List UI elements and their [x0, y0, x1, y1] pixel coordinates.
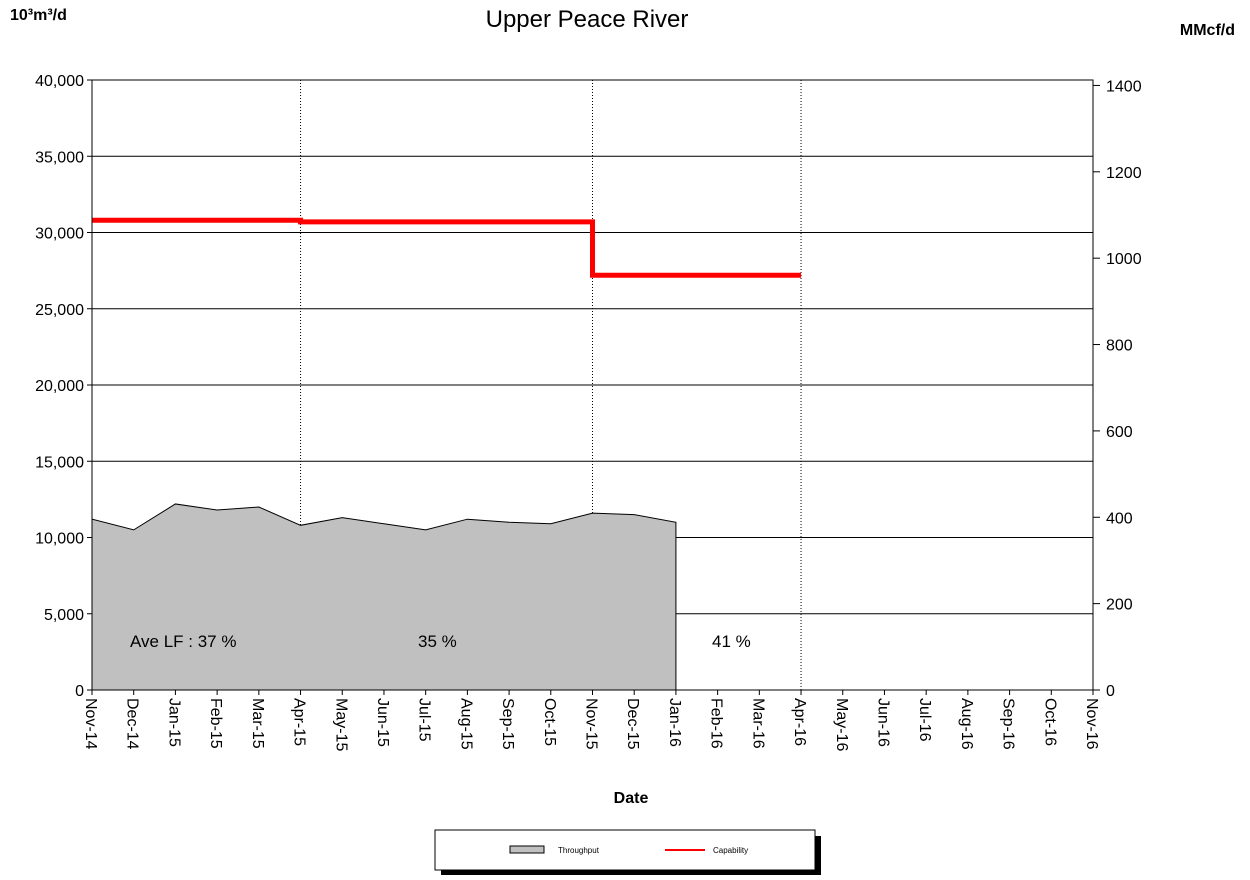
y2-tick-label: 1200 [1106, 165, 1142, 182]
y2-tick-label: 1400 [1106, 78, 1142, 95]
x-tick-label: Jan-15 [165, 698, 182, 747]
y2-tick-label: 1000 [1106, 251, 1142, 268]
x-tick-label: Dec-14 [124, 698, 141, 750]
y2-tick-label: 0 [1106, 683, 1115, 700]
x-tick-label: Jan-16 [666, 698, 683, 747]
x-tick-label: Apr-15 [291, 698, 308, 746]
x-tick-label: May-16 [833, 698, 850, 751]
x-tick-label: Aug-15 [457, 698, 474, 750]
x-tick-label: Aug-16 [958, 698, 975, 750]
x-tick-label: Feb-16 [708, 698, 725, 749]
x-tick-label: Feb-15 [207, 698, 224, 749]
y-tick-label: 20,000 [35, 378, 84, 395]
legend-swatch [509, 845, 545, 854]
y-tick-label: 25,000 [35, 302, 84, 319]
x-tick-label: Jun-15 [374, 698, 391, 747]
y-tick-label: 15,000 [35, 454, 84, 471]
y2-axis-label: MMcf/d [1180, 22, 1235, 39]
x-tick-label: Nov-14 [82, 698, 99, 750]
y-tick-label: 10,000 [35, 531, 84, 548]
x-tick-label: Apr-16 [791, 698, 808, 746]
plot-frame [91, 79, 1094, 691]
legend [434, 829, 816, 871]
y2-tick-label: 200 [1106, 597, 1133, 614]
y-axis-label: 10³m³/d [10, 7, 67, 24]
capability-line [92, 217, 802, 278]
x-tick-label: Sep-16 [1000, 698, 1017, 750]
annotation: 35 % [418, 632, 457, 651]
x-tick-label: Jul-16 [916, 698, 933, 742]
annotation: 41 % [712, 632, 751, 651]
x-tick-label: Sep-15 [499, 698, 516, 750]
x-tick-label: Dec-15 [624, 698, 641, 750]
y-tick-label: 30,000 [35, 226, 84, 243]
y-tick-label: 40,000 [35, 73, 84, 90]
legend-label: Capability [713, 846, 748, 855]
x-tick-label: May-15 [332, 698, 349, 751]
x-tick-label: Jul-15 [416, 698, 433, 742]
y-tick-label: 5,000 [44, 607, 84, 624]
legend-label: Throughput [558, 846, 600, 855]
y-tick-label: 0 [75, 683, 84, 700]
x-tick-label: Jun-16 [874, 698, 891, 747]
y2-tick-label: 400 [1106, 510, 1133, 527]
throughput-area [91, 503, 677, 691]
x-tick-label: Oct-15 [541, 698, 558, 746]
x-tick-label: Nov-15 [583, 698, 600, 750]
x-tick-label: Nov-16 [1083, 698, 1100, 750]
x-tick-label: Mar-15 [249, 698, 266, 749]
x-tick-label: Oct-16 [1041, 698, 1058, 746]
y-tick-label: 35,000 [35, 149, 84, 166]
x-tick-label: Mar-16 [749, 698, 766, 749]
y2-tick-label: 600 [1106, 424, 1133, 441]
chart-subtitle: Upper Peace River [486, 6, 689, 33]
y2-tick-label: 800 [1106, 338, 1133, 355]
annotation: Ave LF : 37 % [130, 632, 236, 651]
x-axis-label: Date [614, 790, 649, 807]
